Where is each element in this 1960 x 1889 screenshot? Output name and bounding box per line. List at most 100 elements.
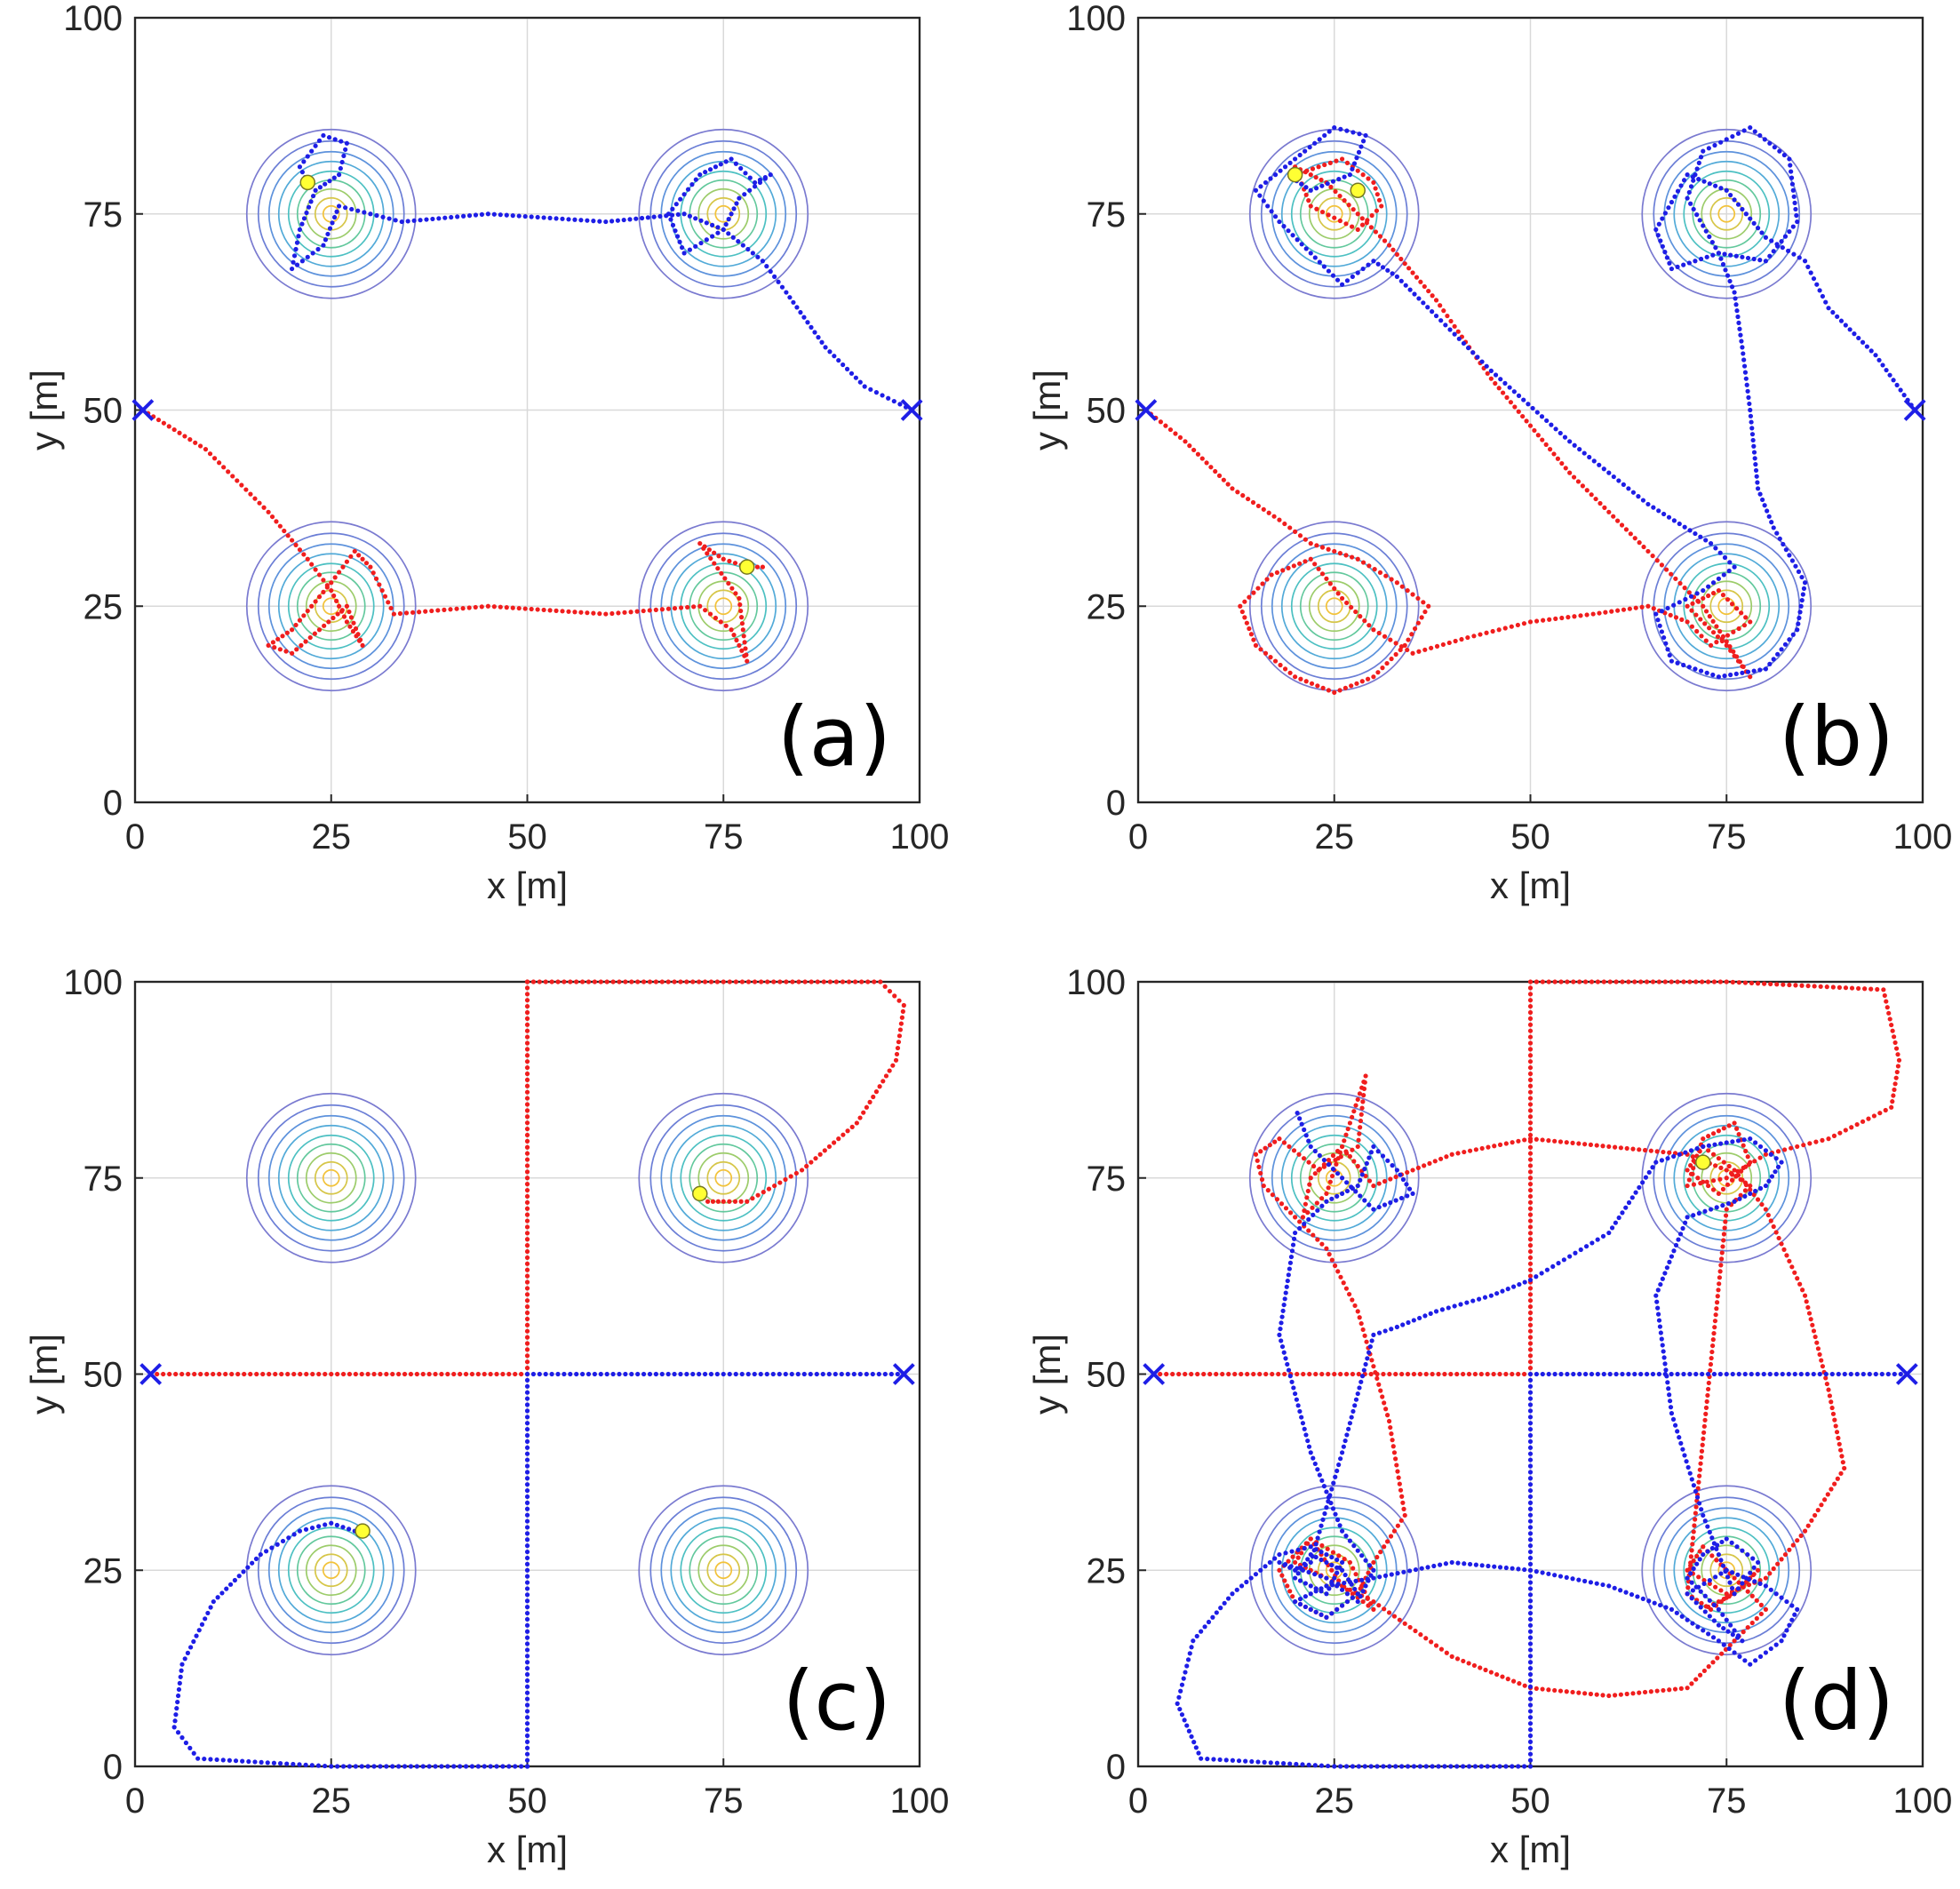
contour-ring <box>1308 580 1360 633</box>
trajectory-point <box>1406 266 1412 271</box>
trajectory-point <box>1491 1371 1496 1377</box>
trajectory-point <box>1339 1191 1345 1197</box>
trajectory-point <box>1326 688 1332 693</box>
trajectory-point <box>1527 1040 1534 1046</box>
trajectory-point <box>524 1328 530 1334</box>
trajectory-point <box>672 1371 677 1377</box>
trajectory-point <box>1660 216 1665 221</box>
trajectory-point <box>1394 1168 1399 1173</box>
trajectory-point <box>1673 615 1679 620</box>
trajectory-point <box>1482 1295 1488 1300</box>
trajectory-point <box>1353 1578 1358 1583</box>
trajectory-point <box>1721 1597 1726 1602</box>
trajectory-point <box>1527 1463 1534 1469</box>
trajectory-point <box>1527 1009 1534 1016</box>
trajectory-point <box>1266 510 1271 515</box>
trajectory-point <box>524 1727 530 1733</box>
trajectory-point <box>1406 1186 1413 1192</box>
trajectory-point <box>1807 1141 1813 1146</box>
trajectory-point <box>795 1371 801 1377</box>
trajectory-point <box>504 605 509 610</box>
trajectory-point <box>1755 480 1760 485</box>
y-tick-label: 25 <box>84 1551 123 1590</box>
trajectory-point <box>1750 437 1756 443</box>
trajectory-point <box>1527 1426 1534 1432</box>
trajectory-point <box>1279 1343 1286 1350</box>
trajectory-point <box>1191 447 1197 453</box>
trajectory-point <box>285 533 291 538</box>
trajectory-point <box>1889 1022 1894 1028</box>
trajectory-point <box>1315 1237 1320 1242</box>
trajectory-point <box>1350 166 1355 171</box>
trajectory-point <box>1724 1140 1729 1145</box>
trajectory-point <box>1527 1077 1534 1082</box>
trajectory-point <box>1751 256 1757 262</box>
trajectory-point <box>524 1567 530 1573</box>
trajectory-point <box>616 610 621 616</box>
trajectory-point <box>1527 1377 1534 1383</box>
trajectory-point <box>312 631 317 636</box>
trajectory-point <box>1669 1606 1675 1612</box>
trajectory-point <box>1601 979 1606 984</box>
trajectory-point <box>1795 1144 1800 1150</box>
trajectory-point <box>1707 234 1712 239</box>
trajectory-point <box>1326 1162 1332 1168</box>
trajectory-point <box>1382 1400 1387 1406</box>
trajectory-point <box>1478 1665 1483 1670</box>
trajectory-point <box>1310 166 1316 171</box>
trajectory-point <box>641 608 646 614</box>
contour-ring <box>1717 204 1736 223</box>
trajectory-point <box>1727 644 1733 650</box>
trajectory-point <box>1405 1371 1411 1377</box>
trajectory-point <box>1733 1174 1739 1179</box>
trajectory-point <box>1668 612 1673 618</box>
trajectory-point <box>1740 254 1745 259</box>
trajectory-point <box>1319 571 1326 577</box>
trajectory-point <box>1527 1470 1534 1475</box>
contour-ring <box>1709 589 1744 624</box>
trajectory-point <box>761 1190 766 1195</box>
trajectory-point <box>1390 247 1396 252</box>
source-contours <box>638 1092 809 1263</box>
contour-ring <box>689 571 759 642</box>
trajectory-point <box>1527 1371 1534 1377</box>
trajectory-point <box>1479 1145 1485 1152</box>
trajectory-point <box>1701 1544 1706 1550</box>
trajectory-point <box>1393 1764 1398 1769</box>
trajectory-point <box>1339 1587 1345 1592</box>
trajectory-point <box>1706 1380 1711 1386</box>
trajectory-point <box>1287 1589 1293 1594</box>
trajectory-point <box>1763 1650 1768 1655</box>
trajectory-point <box>1716 1622 1722 1628</box>
trajectory-point <box>1732 1628 1737 1633</box>
trajectory-point <box>1705 1524 1710 1529</box>
trajectory-point <box>494 1764 499 1769</box>
trajectory-point <box>1681 1371 1686 1377</box>
trajectory-point <box>1650 1165 1655 1170</box>
trajectory-point <box>1473 1562 1478 1567</box>
trajectory-point <box>801 315 807 320</box>
trajectory-point <box>1405 1169 1410 1176</box>
trajectory-point <box>171 1725 177 1730</box>
trajectory-point <box>1406 1319 1411 1326</box>
trajectory-point <box>1382 1606 1387 1612</box>
trajectory-point <box>541 607 546 613</box>
trajectory-point <box>1401 1506 1406 1511</box>
trajectory-point <box>1547 617 1552 622</box>
trajectory-point <box>323 237 329 243</box>
trajectory-point <box>1742 980 1749 985</box>
trajectory-point <box>1526 402 1531 407</box>
trajectory-point <box>1527 1182 1534 1187</box>
trajectory-point <box>1419 615 1424 620</box>
trajectory-point <box>609 219 615 224</box>
trajectory-point <box>1749 1620 1755 1626</box>
trajectory-point <box>1527 1022 1534 1027</box>
source-contours <box>638 1485 809 1656</box>
trajectory-point <box>1527 1580 1534 1585</box>
source-contours <box>1641 128 1813 299</box>
trajectory-point <box>871 1094 876 1100</box>
trajectory-point <box>1398 256 1404 262</box>
trajectory-point <box>1663 1605 1669 1610</box>
trajectory-point <box>1461 340 1467 347</box>
trajectory-point <box>524 1243 530 1248</box>
